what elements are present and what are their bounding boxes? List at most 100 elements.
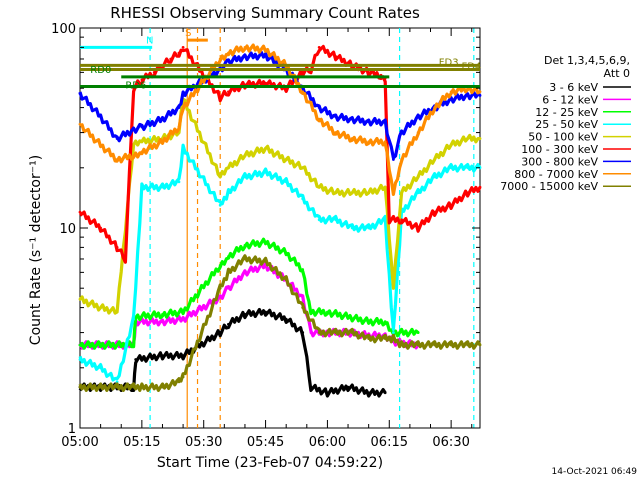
series-7-point-17 [367,140,371,144]
series-8-point-3 [132,385,136,389]
series-6-point-24 [466,94,470,97]
series-6-point-2 [115,137,119,140]
series-3-point-9 [227,191,230,195]
flag-label-2: FD3 [439,58,459,69]
series-6-point-19 [392,158,395,161]
x-tick-label-0: 05:00 [61,435,98,450]
series-4-point-11 [264,147,267,150]
legend-label-3: 25 - 50 keV [535,118,598,131]
series-4-point-14 [317,185,321,189]
series-7-point-19 [392,191,395,195]
series-2-point-7 [243,243,247,247]
series-3-point-8 [218,203,222,207]
series-4-point-15 [334,191,338,195]
series-4-point-13 [301,166,305,170]
series-5-point-11 [218,95,222,99]
series-0-point-12 [326,391,329,395]
series-3-point-17 [367,226,371,230]
series-2-point-15 [383,320,387,324]
series-3-point-0 [78,358,82,361]
series-0-point-5 [218,331,222,334]
series-8-point-5 [161,385,164,389]
series-4-point-1 [99,306,103,309]
y-tick-label-1: 10 [59,222,76,237]
series-5-point-12 [227,90,230,94]
series-3-point-14 [317,218,321,222]
legend-label-5: 100 - 300 keV [521,143,598,156]
series-8-point-13 [301,306,305,309]
series-1-point-6 [227,286,230,290]
series-7-point-10 [243,45,247,49]
y-tick-label-0: 1 [68,422,76,437]
series-5-point-21 [367,70,371,74]
series-4-point-0 [78,297,82,301]
series-3-point-11 [264,170,267,174]
series-line-2 [78,237,420,350]
series-8-point-17 [367,337,371,340]
series-6-point-11 [264,53,267,57]
series-8-point-2 [115,385,119,389]
series-2-point-17 [416,331,420,334]
series-3-point-12 [284,180,288,184]
legend-header-1: Att 0 [604,67,630,80]
series-8-point-18 [383,337,387,340]
series-4-point-23 [449,143,453,147]
series-4-point-12 [284,158,288,161]
series-8-point-19 [392,337,395,340]
series-6-point-5 [161,117,164,121]
series-6-point-20 [400,131,404,134]
series-3-point-1 [99,366,103,370]
flag-label-4: RD0 [90,65,111,76]
series-5-point-1 [99,226,103,230]
series-8-point-16 [350,331,354,334]
series-4-point-8 [218,175,222,179]
x-tick-label-6: 06:30 [432,435,469,450]
series-6-point-7 [181,92,185,95]
series-7-point-23 [449,90,453,94]
series-7-point-0 [78,122,82,126]
series-7-point-4 [140,150,144,154]
axis-ticks: 05:00 05:15 05:30 05:45 06:00 06:15 06:30 1 10 10… [51,22,480,450]
series-8-point-21 [416,343,420,347]
series-0-point-13 [346,385,350,389]
series-4-point-21 [416,175,420,179]
series-3-point-10 [243,175,247,179]
series-8-point-24 [466,343,470,347]
series-2-point-0 [78,343,82,347]
series-8-point-10 [243,257,247,261]
series-8-point-1 [99,385,103,389]
series-line-8 [78,254,482,392]
flag-label-5: RD6 [125,80,146,91]
series-2-point-6 [227,255,230,258]
series-5-point-28 [449,203,453,207]
series-2-point-8 [264,240,267,244]
series-0-point-9 [284,317,288,321]
series-3-point-24 [466,166,470,170]
series-2-point-1 [132,343,136,347]
series-4-point-3 [132,143,136,147]
series-7-point-15 [334,131,338,134]
series-3-point-19 [392,331,395,334]
series-8-point-25 [478,343,482,347]
series-7-point-6 [177,125,181,129]
series-0-point-3 [161,354,164,358]
flag-label-0: N [146,35,153,46]
series-8-point-23 [449,343,453,347]
series-3-point-22 [433,175,437,179]
series-4-point-18 [383,185,387,189]
series-5-point-0 [78,210,82,214]
series-6-point-0 [78,92,82,95]
legend-label-4: 50 - 100 keV [528,131,598,144]
series-7-point-18 [383,140,387,144]
series-0-point-10 [301,331,305,334]
series-8-point-12 [284,278,288,282]
series-1-point-3 [161,320,164,324]
y-axis-label: Count Rate (s⁻¹ detector⁻¹) [28,155,44,345]
series-6-point-21 [416,115,420,119]
series-6-point-4 [140,125,144,129]
series-1-point-5 [218,295,222,299]
series-0-point-4 [181,354,185,358]
series-2-point-11 [309,310,313,314]
series-5-point-30 [478,185,482,189]
